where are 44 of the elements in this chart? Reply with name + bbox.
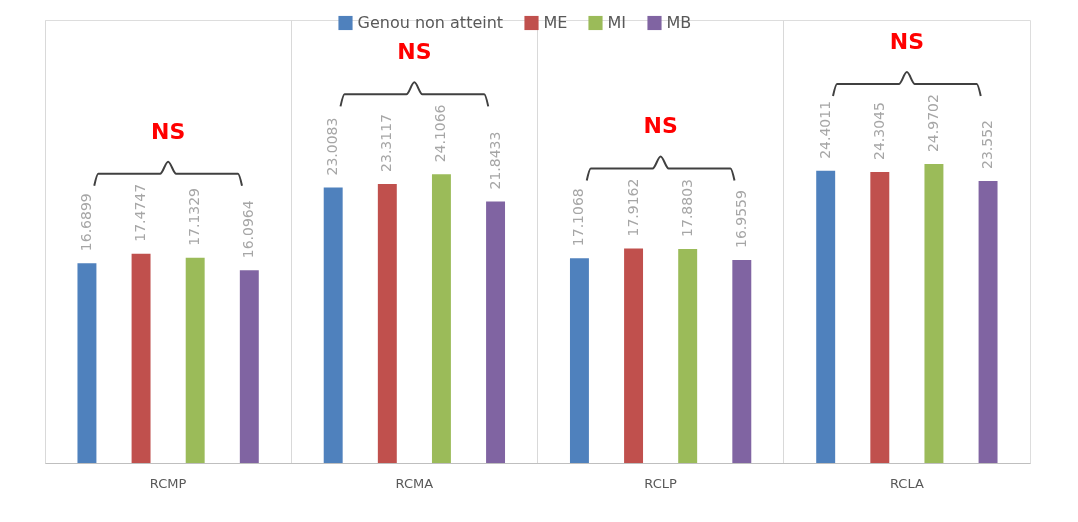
bar xyxy=(870,172,890,463)
bar xyxy=(924,164,944,463)
data-label: 17.1068 xyxy=(570,188,587,247)
data-label: 24.9702 xyxy=(924,94,941,153)
bar xyxy=(624,248,644,463)
bar xyxy=(678,248,698,463)
x-tick-label: RCLA xyxy=(889,475,924,491)
bar xyxy=(732,259,752,463)
data-label: 17.8803 xyxy=(678,179,695,237)
x-tick-label: RCMA xyxy=(395,475,434,491)
x-tick-label: RCMP xyxy=(149,475,187,491)
data-label: 17.1329 xyxy=(186,187,203,246)
bar xyxy=(377,183,397,463)
annotation: NS xyxy=(889,29,925,55)
bar xyxy=(185,257,205,463)
data-label: 21.8433 xyxy=(486,131,503,190)
data-label: 17.4747 xyxy=(132,183,149,242)
legend-label: MI xyxy=(607,13,627,32)
data-label: 16.9559 xyxy=(732,190,749,248)
legend-label: MB xyxy=(666,13,692,32)
bar xyxy=(323,187,343,463)
legend-label: Genou non atteint xyxy=(357,13,504,32)
bar xyxy=(131,253,151,463)
data-label: 16.0964 xyxy=(240,200,257,259)
x-tick-label: RCLP xyxy=(644,475,678,491)
bar xyxy=(569,258,589,463)
data-label: 23.3117 xyxy=(378,113,395,172)
bar xyxy=(978,181,998,463)
bar xyxy=(486,201,506,463)
bar xyxy=(816,170,836,463)
data-label: 23.0083 xyxy=(324,117,341,176)
annotation: NS xyxy=(150,118,186,144)
bar xyxy=(239,270,259,463)
annotation: NS xyxy=(643,113,678,139)
legend-label: ME xyxy=(543,13,568,32)
data-label: 24.1066 xyxy=(432,104,449,163)
data-label: 17.9162 xyxy=(624,178,641,237)
bar xyxy=(77,263,97,463)
bar xyxy=(431,174,451,463)
data-label: 16.6899 xyxy=(77,193,94,252)
data-label: 24.3045 xyxy=(870,102,887,160)
data-label: 24.4011 xyxy=(816,100,833,159)
annotation: NS xyxy=(397,39,432,65)
data-label: 23.552 xyxy=(979,120,996,170)
